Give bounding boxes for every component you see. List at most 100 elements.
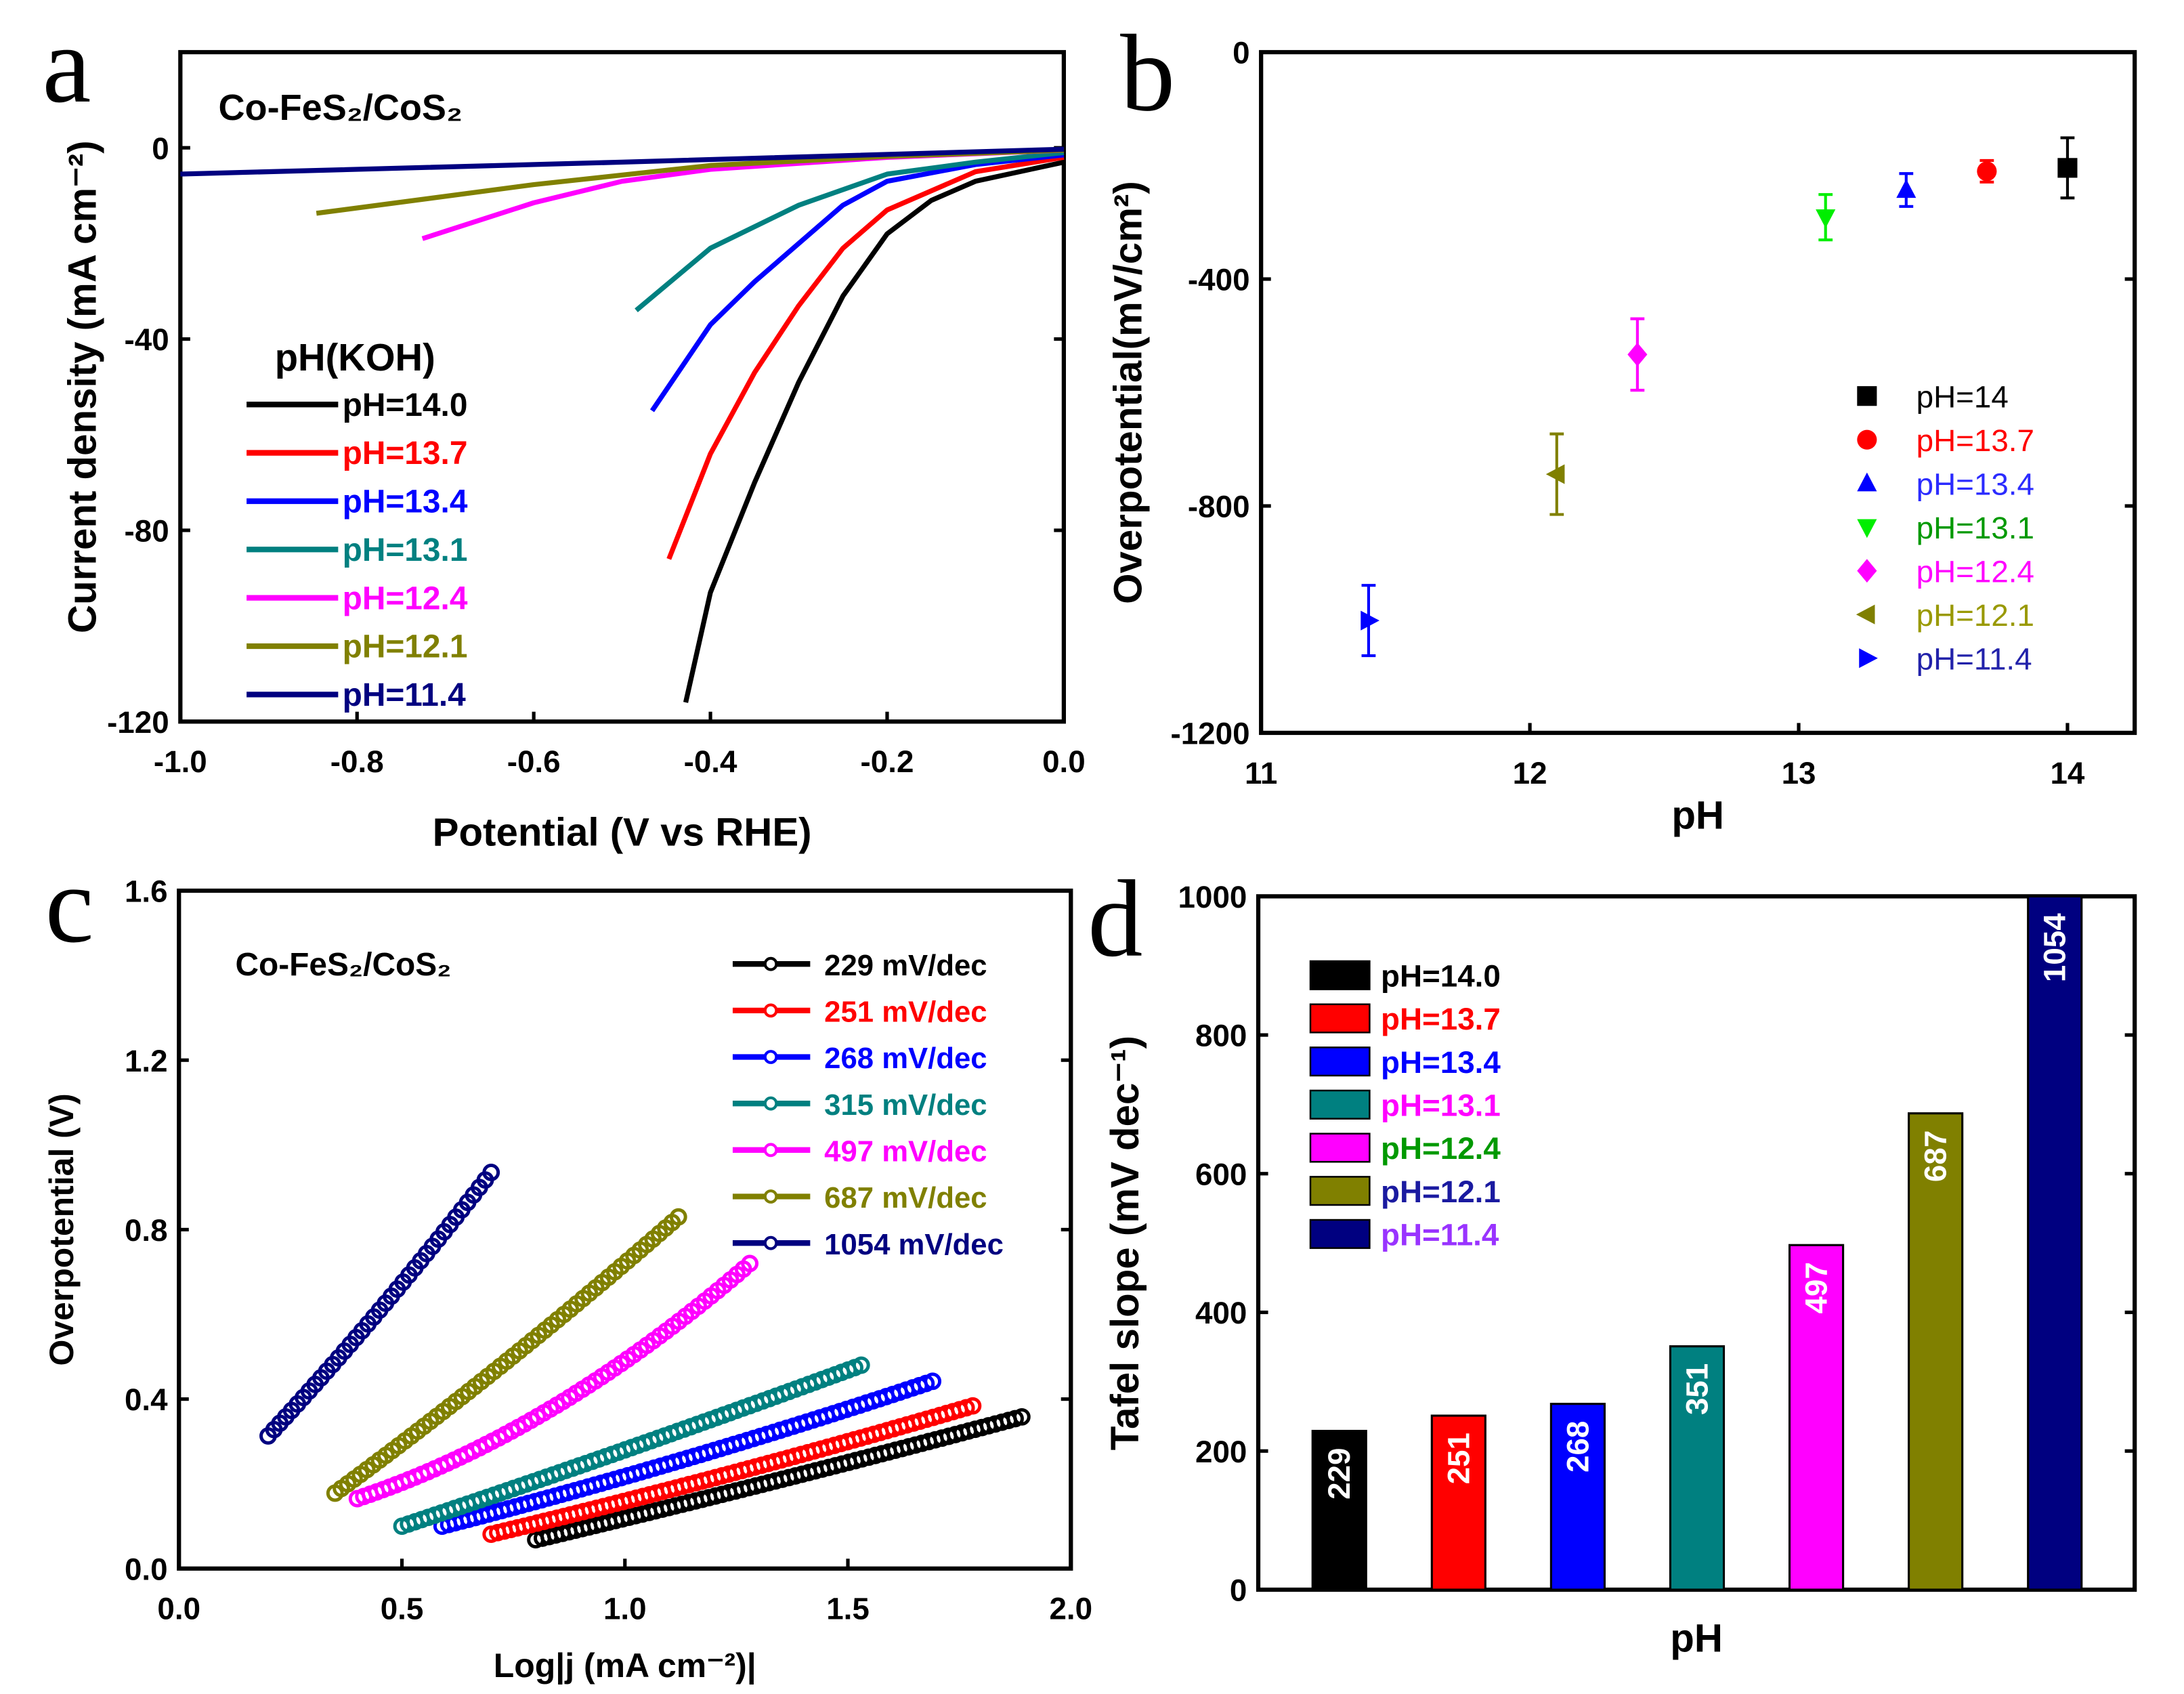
data-point	[852, 1356, 870, 1374]
bar-value-label: 497	[1799, 1262, 1834, 1313]
y-tick-label: 0	[1233, 36, 1249, 70]
legend-label: pH=13.4	[343, 484, 468, 520]
bar-value-label: 229	[1322, 1448, 1356, 1500]
sample-title: Co-FeS₂/CoS₂	[235, 947, 451, 983]
y-axis-label: Overpotential(mV/cm²)	[1106, 181, 1150, 604]
x-axis-label: Log|j (mA cm⁻²)|	[494, 1647, 756, 1685]
data-point	[924, 1372, 942, 1391]
legend-label: pH=12.4	[1381, 1131, 1501, 1166]
data-point	[482, 1164, 500, 1181]
x-axis-label: pH	[1671, 793, 1724, 837]
bar-pH=13.4	[1549, 1403, 1606, 1591]
panel-label: c	[45, 844, 94, 966]
legend-label: pH=13.7	[343, 436, 468, 471]
data-point-pH=13.7	[1977, 161, 1997, 182]
legend-label: 315 mV/dec	[824, 1088, 987, 1122]
legend-swatch	[1309, 1219, 1371, 1249]
x-axis-label: Potential (V vs RHE)	[433, 810, 812, 854]
data-point-pH=11.4	[1361, 610, 1379, 631]
y-tick-label: -120	[107, 705, 169, 740]
legend-label: pH=12.1	[1917, 598, 2034, 633]
legend-label: pH=13.1	[1917, 511, 2034, 545]
x-tick-label: 12	[1513, 756, 1547, 790]
legend-label: pH=12.1	[1381, 1174, 1501, 1209]
x-tick-label: 2.0	[1049, 1592, 1092, 1626]
legend-marker	[763, 1189, 778, 1204]
bar-value-label: 251	[1441, 1433, 1476, 1484]
legend-swatch	[1309, 960, 1371, 990]
series-229 mV/dec	[527, 1407, 1031, 1549]
legend-marker	[763, 1235, 778, 1250]
legend-marker	[763, 1143, 778, 1158]
series-line-pH=13.1	[635, 150, 1065, 313]
bar-pH=12.4	[1788, 1244, 1845, 1591]
y-tick-label: -80	[125, 514, 169, 549]
legend-marker	[763, 1050, 778, 1064]
legend-label: 268 mV/dec	[824, 1042, 987, 1075]
legend-label: pH=13.1	[343, 532, 468, 568]
legend-label: pH=13.7	[1917, 423, 2034, 458]
legend-label: pH=14	[1917, 379, 2009, 414]
legend-label: pH=13.7	[1381, 1002, 1501, 1036]
x-tick-label: -1.0	[154, 744, 207, 779]
data-point-pH=13.1	[1816, 209, 1836, 228]
data-point	[964, 1397, 982, 1415]
data-point	[741, 1254, 759, 1273]
x-tick-label: 1.5	[826, 1592, 870, 1626]
legend-marker	[1857, 386, 1877, 406]
legend-label: pH=14.0	[1381, 958, 1501, 993]
panel-c: c 0.0 0.4 0.8 1.2 1.6 0.0 0.5 1.0 1.5 2.0 Log|j (mA…	[43, 844, 1092, 1685]
legend-label: 229 mV/dec	[824, 949, 987, 982]
legend-marker	[763, 1003, 778, 1018]
legend-marker	[1857, 472, 1877, 492]
y-axis-label: Tafel slope (mV dec⁻¹)	[1103, 1036, 1147, 1450]
bar-value-label: 268	[1560, 1421, 1595, 1473]
plot-frame	[178, 49, 1067, 724]
y-tick-label: 0.8	[125, 1213, 168, 1248]
series-1054 mV/dec	[259, 1164, 500, 1445]
y-tick-label: 600	[1195, 1157, 1247, 1191]
legend-label: pH=13.4	[1917, 467, 2034, 501]
legend-label: pH=12.4	[1917, 554, 2034, 589]
x-tick-label: 14	[2050, 756, 2084, 790]
y-tick-label: 0	[152, 131, 169, 166]
series-line-pH=13.4	[649, 152, 1065, 412]
legend-swatch	[1309, 1089, 1371, 1120]
y-axis-label: Current density (mA cm⁻²)	[60, 140, 104, 633]
bar-pH=13.7	[1430, 1414, 1486, 1591]
series-line-pH=11.4	[180, 146, 1064, 177]
legend-label: pH=14.0	[343, 387, 468, 423]
x-tick-label: -0.8	[330, 744, 384, 779]
legend-label: 687 mV/dec	[824, 1181, 987, 1214]
y-axis-label: Overpotential (V)	[43, 1093, 81, 1365]
legend-marker	[1857, 519, 1877, 538]
series-687 mV/dec	[326, 1208, 687, 1502]
x-tick-label: -0.4	[684, 744, 737, 779]
legend-title: pH(KOH)	[275, 336, 435, 379]
y-tick-label: -1200	[1170, 717, 1249, 751]
panel-d: d 0 200 400 600 800 1000 pH Tafel slope (mV dec⁻…	[1088, 858, 2137, 1661]
data-point-pH=13.4	[1896, 179, 1917, 198]
data-point-pH=12.1	[1545, 464, 1565, 484]
legend-swatch	[1309, 1176, 1371, 1206]
legend-swatch	[1309, 1132, 1371, 1163]
panel-label: d	[1088, 858, 1142, 980]
y-tick-label: 1.6	[125, 874, 168, 909]
y-tick-label: 0	[1230, 1573, 1247, 1608]
y-tick-label: -800	[1188, 490, 1250, 524]
y-tick-label: 0.0	[125, 1552, 168, 1586]
series-251 mV/dec	[482, 1397, 982, 1544]
legend-swatch	[1309, 1003, 1371, 1034]
bar-value-label: 1054	[2038, 913, 2072, 982]
legend-marker	[1857, 559, 1877, 583]
data-point-pH=12.4	[1627, 342, 1648, 366]
legend-marker	[1857, 429, 1877, 450]
legend-marker	[1859, 648, 1878, 669]
legend-label: pH=12.1	[343, 629, 468, 665]
x-tick-label: 0.0	[1042, 744, 1086, 779]
legend-marker	[763, 956, 778, 971]
y-tick-label: 400	[1195, 1296, 1247, 1330]
bar-pH=12.1	[1908, 1112, 1964, 1591]
panel-label: a	[42, 4, 91, 126]
bar-value-label: 687	[1919, 1130, 1953, 1182]
